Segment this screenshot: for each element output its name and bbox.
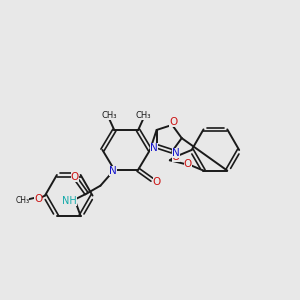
Text: CH₃: CH₃ <box>135 111 151 120</box>
Text: O: O <box>172 152 180 162</box>
Text: O: O <box>34 194 42 203</box>
Text: N: N <box>150 143 158 153</box>
Text: O: O <box>184 159 192 169</box>
Text: O: O <box>153 177 161 187</box>
Text: N: N <box>110 166 117 176</box>
Text: CH₃: CH₃ <box>15 196 29 205</box>
Text: O: O <box>169 117 177 127</box>
Text: CH₃: CH₃ <box>102 111 117 120</box>
Text: NH: NH <box>62 196 77 206</box>
Text: O: O <box>70 172 79 182</box>
Text: N: N <box>172 148 180 158</box>
